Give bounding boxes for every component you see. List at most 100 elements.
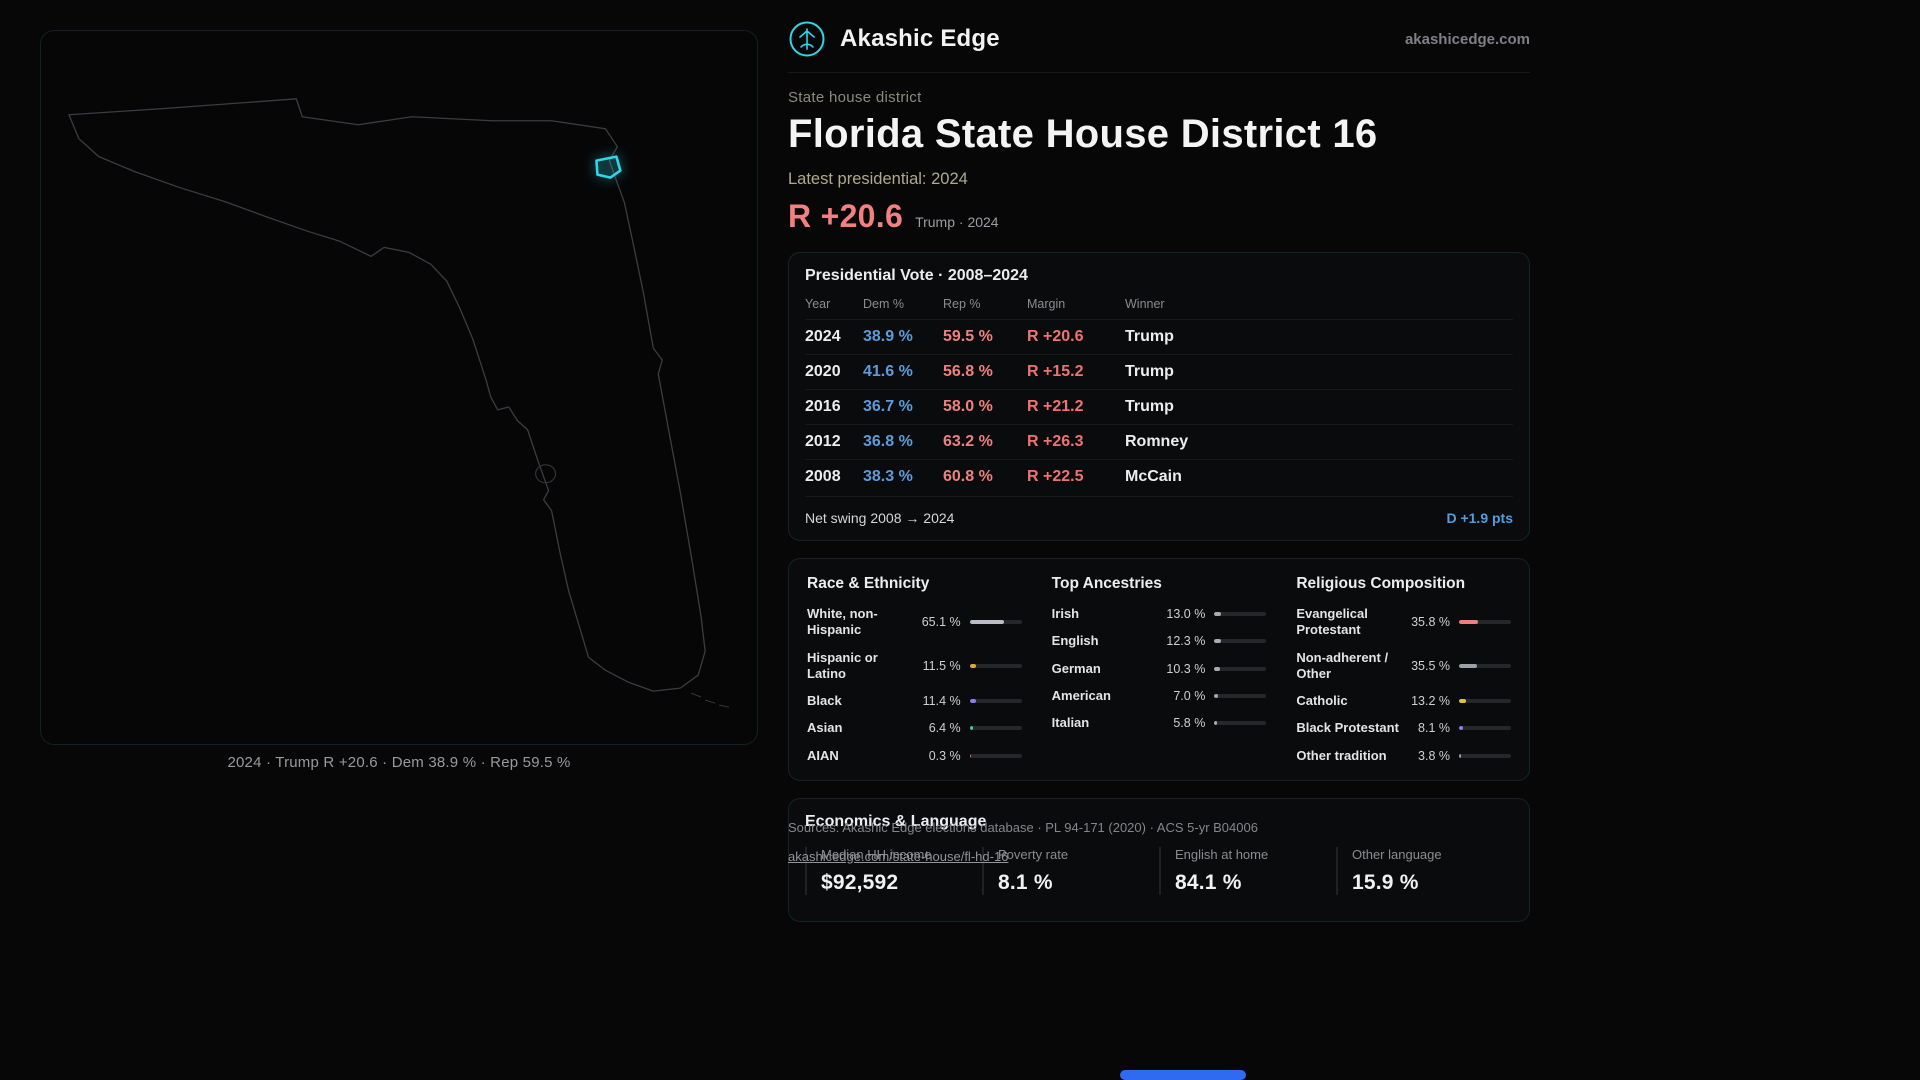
cell-margin: R +22.5 [1027, 468, 1084, 485]
religion-section: Religious Composition Evangelical Protes… [1296, 575, 1511, 764]
religion-section-title: Religious Composition [1296, 575, 1466, 592]
stat-value: 35.5 % [1411, 658, 1450, 673]
stat-label: English [1051, 633, 1099, 649]
stat-bar [1459, 753, 1511, 758]
stat-row: English 12.3 % [1052, 633, 1267, 649]
cell-winner: Trump [1125, 398, 1174, 415]
sources-text: Sources: Akashic Edge elections database… [788, 820, 1258, 835]
stat-bar [1214, 612, 1267, 617]
presidential-vote-card: Presidential Vote · 2008–2024 Year Dem %… [788, 252, 1530, 541]
cell-year: 2020 [805, 363, 841, 380]
permalink[interactable]: akashicedge.com/state-house/fl-hd-16 [788, 849, 1009, 864]
stat-row: Catholic 13.2 % [1296, 693, 1511, 709]
brand-logo-icon [789, 21, 825, 57]
stat-row: Asian 6.4 % [807, 720, 1022, 736]
stat-row: Hispanic or Latino 11.5 % [807, 650, 1022, 683]
stat-value: 3.8 % [1418, 748, 1450, 763]
cell-rep: 63.2 % [943, 433, 993, 450]
stat-label: Black Protestant [1296, 720, 1399, 736]
stat-value: 7.0 % [1173, 688, 1206, 703]
cell-dem: 38.9 % [863, 328, 913, 345]
stat-label: Italian [1051, 715, 1090, 730]
cell-dem: 38.3 % [863, 468, 913, 485]
stat-label: White, non-Hispanic [807, 606, 878, 638]
econ-stat: English at home 84.1 % [1159, 846, 1336, 895]
stat-value: 0.3 % [928, 748, 961, 763]
economics-stats-row: Median HH income $92,592 Poverty rate 8.… [805, 846, 1513, 907]
economics-card-title: Economics & Language [805, 812, 987, 830]
stat-label: Black [807, 693, 842, 708]
brand-name: Akashic Edge [840, 25, 1000, 52]
stat-bar [969, 699, 1022, 704]
stat-bar [1459, 620, 1511, 625]
cell-year: 2008 [805, 468, 841, 485]
econ-stat-label: Median HH income [821, 846, 932, 862]
stat-bar [1459, 699, 1511, 704]
ancestries-section-title: Top Ancestries [1051, 575, 1162, 592]
stat-value: 13.0 % [1166, 607, 1206, 622]
stat-row: Black Protestant 8.1 % [1296, 720, 1511, 736]
stat-value: 8.1 % [1418, 721, 1450, 736]
econ-stat: Poverty rate 8.1 % [982, 846, 1159, 895]
stat-row: Other tradition 3.8 % [1296, 748, 1511, 764]
race-ethnicity-section: Race & Ethnicity White, non-Hispanic 65.… [807, 575, 1022, 764]
econ-stat-label: English at home [1175, 846, 1269, 862]
ancestries-section: Top Ancestries Irish 13.0 % English 12.3… [1052, 575, 1267, 764]
col-header-dem: Dem % [863, 297, 904, 311]
cell-dem: 36.8 % [863, 433, 913, 450]
detail-column: Akashic Edge akashicedge.com State house… [788, 20, 1530, 922]
stat-value: 5.8 % [1173, 716, 1206, 731]
economics-card: Economics & Language Median HH income $9… [788, 797, 1530, 922]
col-header-rep: Rep % [943, 297, 981, 311]
stat-value: 65.1 % [921, 615, 961, 630]
stat-value: 35.8 % [1411, 615, 1450, 630]
district-highlight[interactable] [595, 155, 622, 179]
stat-label: Other tradition [1296, 747, 1387, 763]
stat-row: German 10.3 % [1052, 661, 1267, 677]
table-row: 2008 38.3 % 60.8 % R +22.5 McCain [805, 459, 1513, 494]
econ-stat: Median HH income $92,592 [805, 846, 982, 895]
stat-bar [1459, 663, 1511, 668]
cell-margin: R +26.3 [1027, 433, 1084, 450]
net-swing-value: D +1.9 pts [1446, 510, 1513, 526]
econ-stat-value: 8.1 % [998, 870, 1053, 894]
cell-dem: 36.7 % [863, 398, 913, 415]
race-section-title: Race & Ethnicity [807, 575, 930, 592]
col-header-margin: Margin [1027, 297, 1066, 311]
taskbar-indicator[interactable] [1120, 1070, 1246, 1080]
brand-domain-link[interactable]: akashicedge.com [1404, 30, 1530, 48]
col-header-year: Year [805, 297, 831, 311]
stat-bar [1459, 726, 1511, 731]
cell-rep: 60.8 % [943, 468, 993, 485]
cell-winner: McCain [1125, 468, 1182, 485]
cell-year: 2012 [805, 433, 841, 450]
lake-okeechobee-outline [535, 464, 557, 484]
map-caption: 2024 · Trump R +20.6 · Dem 38.9 % · Rep … [227, 754, 571, 771]
cell-rep: 58.0 % [943, 398, 993, 415]
stat-value: 10.3 % [1166, 661, 1206, 676]
stat-row: Non-adherent / Other 35.5 % [1296, 650, 1511, 683]
table-row: 2024 38.9 % 59.5 % R +20.6 Trump [805, 319, 1513, 354]
page-title: Florida State House District 16 [788, 112, 1378, 156]
cell-year: 2024 [805, 328, 841, 345]
stat-row: Italian 5.8 % [1052, 715, 1267, 731]
stat-row: White, non-Hispanic 65.1 % [807, 606, 1022, 639]
stat-label: Asian [807, 720, 843, 736]
stat-row: Black 11.4 % [807, 693, 1022, 709]
stat-bar [1214, 721, 1267, 726]
stat-row: Irish 13.0 % [1052, 606, 1267, 622]
cell-margin: R +21.2 [1027, 398, 1084, 415]
district-type-kicker: State house district [788, 89, 922, 106]
table-header-row: Year Dem % Rep % Margin Winner [805, 285, 1513, 319]
col-header-winner: Winner [1125, 297, 1165, 311]
cell-year: 2016 [805, 398, 841, 415]
econ-stat-label: Other language [1352, 846, 1442, 862]
table-row: 2020 41.6 % 56.8 % R +15.2 Trump [805, 354, 1513, 389]
cell-winner: Romney [1125, 433, 1189, 450]
cell-rep: 56.8 % [943, 363, 993, 380]
econ-stat-label: Poverty rate [998, 846, 1069, 862]
stat-label: German [1051, 660, 1101, 676]
net-swing-label: Net swing 2008 → 2024 [805, 510, 955, 526]
stat-value: 12.3 % [1166, 634, 1206, 649]
stat-bar [1214, 639, 1267, 644]
